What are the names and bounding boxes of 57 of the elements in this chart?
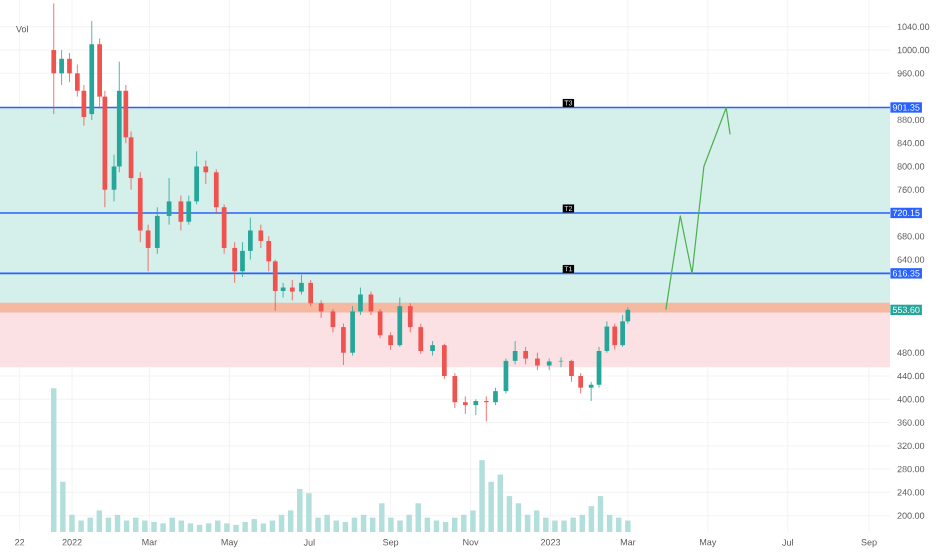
- candlestick: [272, 259, 278, 312]
- candlestick: [203, 160, 209, 185]
- candlestick: [186, 195, 192, 226]
- bar: [442, 521, 449, 532]
- bar: [51, 388, 57, 532]
- bar: [114, 514, 121, 532]
- candlestick: [289, 279, 295, 301]
- bar: [205, 523, 212, 532]
- candlestick: [612, 323, 618, 351]
- bar: [625, 520, 631, 532]
- candlestick: [397, 297, 403, 348]
- bar: [579, 514, 586, 532]
- line-series: [665, 107, 731, 311]
- candlestick: [59, 49, 64, 86]
- candlestick: [418, 323, 424, 355]
- candlestick: [620, 314, 625, 348]
- candlestick: [358, 287, 363, 316]
- bar: [606, 514, 613, 532]
- bar: [196, 524, 203, 532]
- candlestick: [341, 323, 346, 366]
- bar: [533, 510, 540, 532]
- bar: [524, 514, 531, 532]
- candlestick: [51, 3, 57, 115]
- bar: [278, 514, 285, 532]
- candlestick: [299, 274, 304, 295]
- bar: [342, 521, 349, 532]
- bar: [360, 514, 367, 532]
- candlestick: [213, 168, 219, 214]
- bar: [287, 510, 294, 532]
- candlestick: [569, 359, 574, 383]
- candlestick: [194, 150, 199, 205]
- candlestick: [248, 217, 253, 260]
- candlestick: [441, 343, 447, 380]
- candlestick: [221, 203, 227, 255]
- candlestick: [240, 241, 245, 278]
- candlestick: [67, 52, 72, 83]
- bar: [260, 523, 267, 532]
- candlestick: [588, 381, 594, 402]
- candlestick: [350, 305, 355, 357]
- candlestick: [473, 398, 479, 416]
- candlestick: [232, 241, 237, 284]
- bar: [588, 506, 595, 532]
- bar: [597, 496, 604, 532]
- bar: [415, 503, 421, 532]
- candlestick: [452, 372, 458, 409]
- candlestick: [462, 395, 468, 415]
- bar: [187, 523, 194, 532]
- bar: [497, 474, 503, 532]
- candlestick: [308, 279, 314, 307]
- candlestick: [407, 302, 413, 333]
- candlestick: [154, 206, 160, 255]
- candlestick: [266, 235, 272, 272]
- bar: [506, 496, 513, 532]
- candlestick: [578, 372, 584, 394]
- bar: [96, 510, 103, 532]
- candlestick: [258, 224, 264, 249]
- bar: [515, 503, 522, 532]
